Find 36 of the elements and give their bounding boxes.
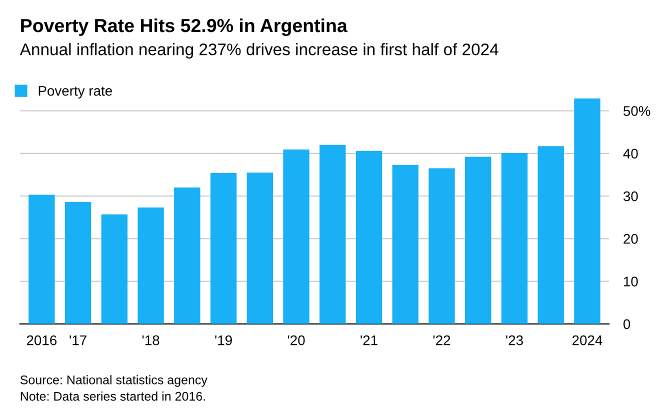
x-tick-label: '21 <box>360 335 378 346</box>
x-tick-label: 2024 <box>572 335 602 346</box>
x-tick-label: '18 <box>142 335 160 346</box>
x-tick-label: '23 <box>506 335 523 346</box>
x-tick-label: 2016 <box>26 335 57 346</box>
legend-label: Poverty rate <box>38 86 112 99</box>
y-tick-label: 30 <box>623 191 638 202</box>
bar <box>501 152 528 324</box>
x-tick-label: '20 <box>288 335 305 346</box>
y-tick-label: 20 <box>624 234 638 244</box>
bar <box>210 173 237 324</box>
chart-title: Poverty Rate Hits 52.9% in Argentina <box>21 18 348 36</box>
bar <box>283 150 310 324</box>
bar <box>246 172 273 324</box>
text: Note: Data series started in 2016. <box>20 392 205 401</box>
bar <box>320 144 346 324</box>
x-tick-label: '17 <box>70 336 86 346</box>
bar <box>138 208 164 324</box>
source-note: Source: National statistics agency <box>20 375 208 387</box>
y-tick-label: 10 <box>624 276 638 286</box>
bar <box>465 156 492 324</box>
bar <box>28 194 55 324</box>
bar <box>538 146 564 324</box>
bar <box>64 202 92 324</box>
chart-subtitle: Annual inflation nearing 237% drives increase in first half of 2024 <box>20 43 498 59</box>
y-tick-label: 50% <box>623 106 650 116</box>
y-tick-label: 0 <box>623 319 630 330</box>
bar <box>428 168 455 324</box>
y-tick-label: 40 <box>623 148 638 159</box>
x-tick-label: '19 <box>215 335 232 346</box>
bar <box>101 214 128 324</box>
bar <box>574 98 600 324</box>
bar <box>174 187 200 324</box>
bar <box>356 150 382 324</box>
x-tick-label: '22 <box>433 335 450 346</box>
bar <box>392 164 418 324</box>
